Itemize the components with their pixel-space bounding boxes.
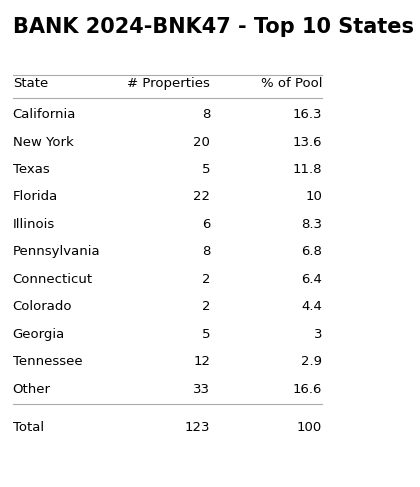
Text: 8: 8 (202, 245, 210, 258)
Text: 10: 10 (305, 190, 322, 204)
Text: Florida: Florida (13, 190, 58, 204)
Text: 16.3: 16.3 (293, 108, 322, 121)
Text: % of Pool: % of Pool (260, 77, 322, 91)
Text: 20: 20 (193, 135, 210, 149)
Text: 16.6: 16.6 (293, 383, 322, 395)
Text: Connecticut: Connecticut (13, 273, 93, 286)
Text: 4.4: 4.4 (301, 300, 322, 313)
Text: 6.8: 6.8 (301, 245, 322, 258)
Text: 2: 2 (202, 300, 210, 313)
Text: Texas: Texas (13, 163, 50, 176)
Text: Other: Other (13, 383, 51, 395)
Text: Colorado: Colorado (13, 300, 72, 313)
Text: 5: 5 (202, 163, 210, 176)
Text: State: State (13, 77, 48, 91)
Text: 33: 33 (193, 383, 210, 395)
Text: 13.6: 13.6 (293, 135, 322, 149)
Text: BANK 2024-BNK47 - Top 10 States: BANK 2024-BNK47 - Top 10 States (13, 17, 414, 37)
Text: 5: 5 (202, 328, 210, 341)
Text: 2.9: 2.9 (301, 355, 322, 368)
Text: # Properties: # Properties (127, 77, 210, 91)
Text: 2: 2 (202, 273, 210, 286)
Text: New York: New York (13, 135, 74, 149)
Text: 3: 3 (314, 328, 322, 341)
Text: 11.8: 11.8 (293, 163, 322, 176)
Text: Illinois: Illinois (13, 218, 55, 231)
Text: 100: 100 (297, 421, 322, 434)
Text: 6: 6 (202, 218, 210, 231)
Text: 123: 123 (185, 421, 210, 434)
Text: 22: 22 (193, 190, 210, 204)
Text: Total: Total (13, 421, 44, 434)
Text: 8: 8 (202, 108, 210, 121)
Text: Tennessee: Tennessee (13, 355, 82, 368)
Text: 6.4: 6.4 (301, 273, 322, 286)
Text: Pennsylvania: Pennsylvania (13, 245, 100, 258)
Text: 12: 12 (193, 355, 210, 368)
Text: 8.3: 8.3 (301, 218, 322, 231)
Text: California: California (13, 108, 76, 121)
Text: Georgia: Georgia (13, 328, 65, 341)
